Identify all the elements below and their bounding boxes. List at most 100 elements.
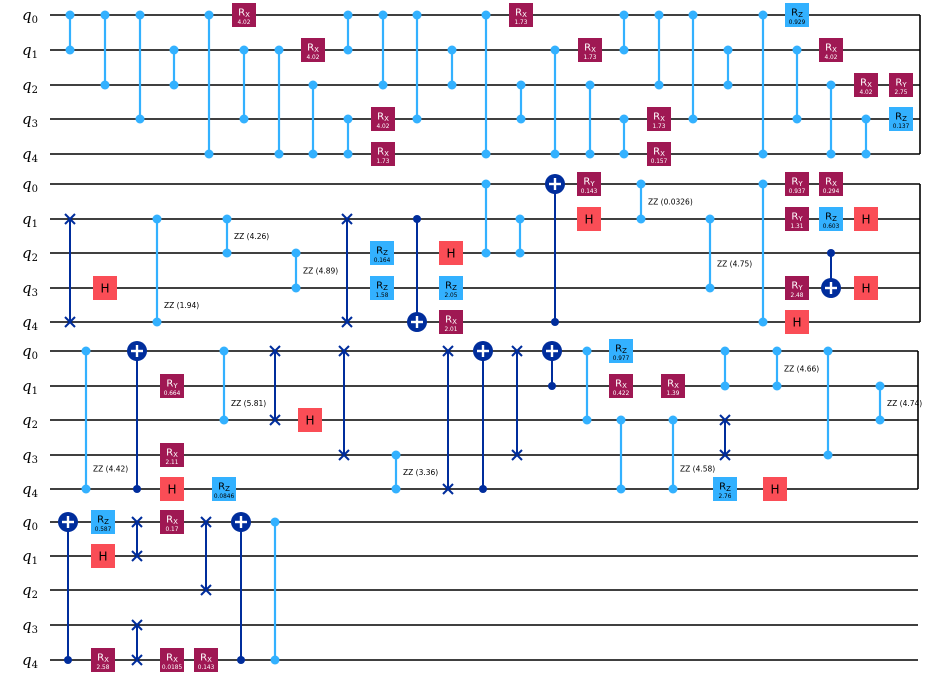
swap-gate	[511, 345, 523, 461]
cz-gate	[343, 10, 353, 55]
cz-gate	[239, 45, 249, 124]
gate-parameter: 1.73	[515, 20, 528, 26]
swap-gate	[269, 345, 281, 426]
rz-gate: RZ0.587	[91, 510, 115, 534]
control-dot	[688, 114, 698, 124]
control-dot	[100, 80, 110, 90]
cz-gate	[688, 10, 698, 124]
rx-gate: RX0.143	[194, 648, 218, 672]
rz-gate: RZ0.977	[609, 339, 633, 363]
control-dot	[222, 214, 232, 224]
ry-gate: RY2.75	[889, 73, 913, 97]
gate-name: RZ	[719, 482, 731, 494]
gate-name: RZ	[97, 515, 109, 527]
gate-label: H	[446, 247, 455, 261]
control-dot	[64, 656, 72, 664]
control-dot	[705, 283, 715, 293]
rz-gate: RZ0.0846	[212, 477, 236, 501]
cz-gate	[616, 415, 626, 494]
control-dot	[550, 149, 560, 159]
control-dot	[548, 382, 556, 390]
cz-gate	[792, 45, 802, 124]
gate-name: RX	[825, 43, 837, 55]
zz-parameter-label: ZZ (4.89)	[303, 267, 338, 276]
control-dot	[668, 415, 678, 425]
zz-parameter-label: ZZ (4.58)	[680, 465, 715, 474]
control-dot	[133, 485, 141, 493]
gate-label: H	[305, 414, 314, 428]
gate-parameter: 0.0846	[214, 494, 235, 500]
swap-cross-icon	[442, 483, 454, 495]
qubit-label: q4	[22, 651, 38, 671]
cz-gate	[515, 214, 525, 258]
gate-name: RY	[791, 281, 803, 293]
gate-parameter: 0.929	[789, 20, 806, 26]
hadamard-gate: H	[298, 408, 322, 432]
gate-parameter: 0.664	[164, 391, 181, 397]
cz-gate	[550, 45, 560, 159]
control-dot	[875, 415, 885, 425]
gate-parameter: 0.977	[613, 356, 630, 362]
gate-parameter: 4.02	[238, 20, 251, 26]
gate-name: RZ	[895, 112, 907, 124]
control-dot	[792, 45, 802, 55]
swap-cross-icon	[341, 316, 353, 328]
control-dot	[291, 283, 301, 293]
control-dot	[758, 149, 768, 159]
rx-gate: RX4.02	[371, 107, 395, 131]
gate-label: H	[167, 483, 176, 497]
cz-gate	[65, 10, 75, 55]
rx-gate: RX1.73	[371, 142, 395, 166]
cz-gate	[100, 10, 110, 90]
control-dot	[550, 45, 560, 55]
cz-gate	[758, 10, 768, 159]
control-dot	[827, 249, 835, 257]
circuit-row-3: q0q1q2q3q4RZ0.587HRX2.58RX0.17RX0.0185RX…	[22, 510, 918, 672]
control-dot	[616, 415, 626, 425]
ry-gate: RY1.31	[785, 207, 809, 231]
control-dot	[705, 214, 715, 224]
qubit-label: q4	[22, 313, 38, 333]
gate-parameter: 4.02	[307, 55, 320, 61]
control-dot	[772, 346, 782, 356]
gate-parameter: 0.422	[613, 391, 630, 397]
control-dot	[668, 484, 678, 494]
control-dot	[585, 80, 595, 90]
control-dot	[65, 10, 75, 20]
cz-gate	[412, 10, 422, 124]
zz-parameter-label: ZZ (4.75)	[717, 260, 752, 269]
rzz-gate: ZZ (4.74)	[875, 381, 922, 425]
gate-name: RZ	[376, 246, 388, 258]
swap-cross-icon	[338, 449, 350, 461]
swap-cross-icon	[131, 516, 143, 528]
control-dot	[412, 10, 422, 20]
zz-parameter-label: ZZ (5.81)	[231, 399, 266, 408]
qubit-label: q2	[22, 244, 38, 264]
zz-parameter-label: ZZ (4.42)	[93, 465, 128, 474]
gate-parameter: 0.143	[581, 189, 598, 195]
rx-gate: RX2.58	[91, 648, 115, 672]
gate-parameter: 2.05	[445, 293, 458, 299]
control-dot	[274, 45, 284, 55]
rx-gate: RX4.02	[232, 3, 256, 27]
qubit-label: q1	[22, 547, 38, 567]
qubit-label: q1	[22, 210, 38, 230]
gate-name: RX	[307, 43, 319, 55]
swap-gate	[719, 414, 731, 461]
gate-label: H	[584, 213, 593, 227]
rx-gate: RX0.157	[647, 142, 671, 166]
gate-parameter: 4.02	[825, 55, 838, 61]
qubit-label: q3	[22, 616, 38, 636]
cx-gate	[407, 215, 427, 332]
cz-gate	[619, 10, 629, 55]
control-dot	[308, 80, 318, 90]
cz-gate	[516, 80, 526, 124]
qubit-label: q2	[22, 581, 38, 601]
gate-name: RX	[377, 112, 389, 124]
gate-parameter: 0.587	[95, 527, 112, 533]
control-dot	[481, 179, 491, 189]
control-dot	[343, 45, 353, 55]
gate-parameter: 0.603	[823, 224, 840, 230]
